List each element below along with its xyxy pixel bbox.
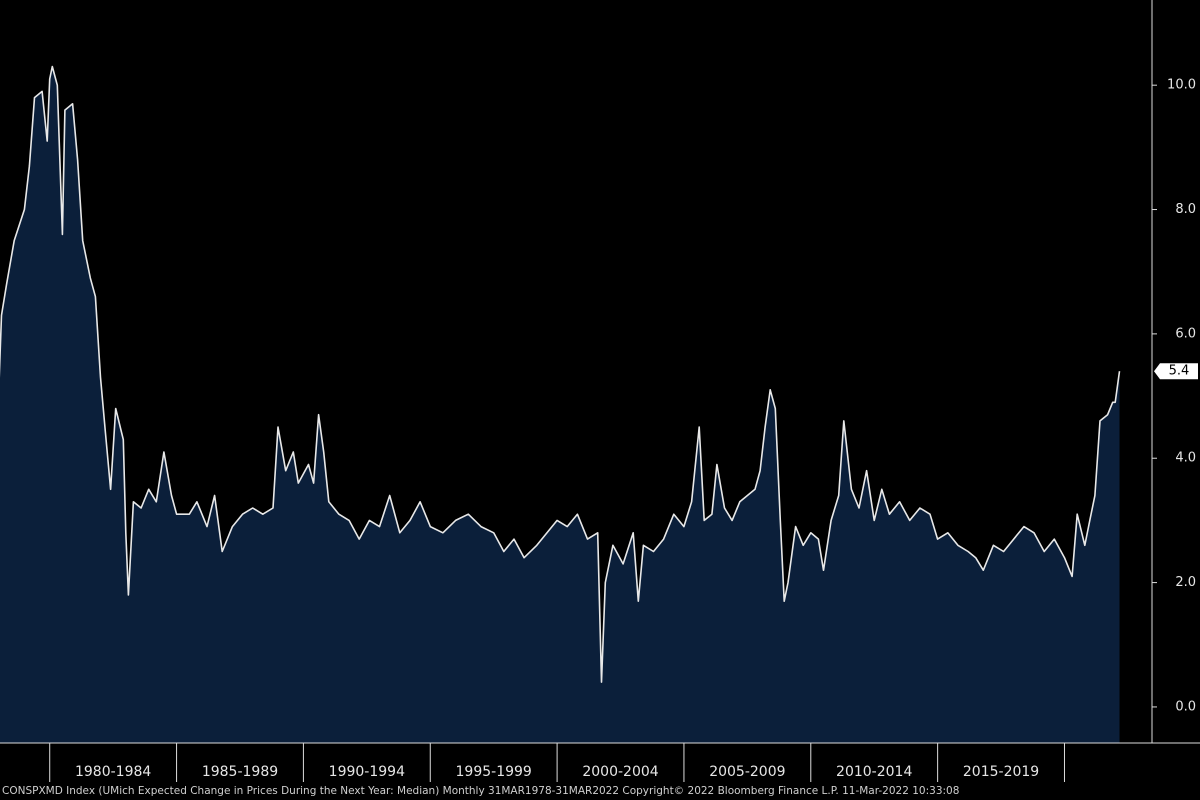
last-value-flag	[1154, 363, 1198, 380]
x-period-label: 1980-1984	[75, 764, 151, 780]
area-fill	[0, 66, 1120, 743]
y-tick-label: 10.0	[1167, 78, 1196, 93]
x-period-label: 1990-1994	[329, 764, 405, 780]
y-tick-label: 6.0	[1175, 326, 1196, 341]
x-period-label: 2010-2014	[836, 764, 912, 780]
x-period-label: 1985-1989	[202, 764, 278, 780]
x-period-label: 2000-2004	[582, 764, 658, 780]
y-tick-label: 0.0	[1175, 699, 1196, 714]
footer: CONSPXMD Index (UMich Expected Change in…	[2, 785, 959, 797]
y-tick-label: 8.0	[1175, 202, 1196, 217]
x-period-label: 2015-2019	[963, 764, 1039, 780]
y-tick-label: 4.0	[1175, 451, 1196, 466]
last-value-label: 5.4	[1169, 364, 1190, 379]
series-line	[0, 65, 1121, 683]
x-period-label: 2005-2009	[709, 764, 785, 780]
y-tick-label: 2.0	[1175, 575, 1196, 590]
x-period-label: 1995-1999	[456, 764, 532, 780]
